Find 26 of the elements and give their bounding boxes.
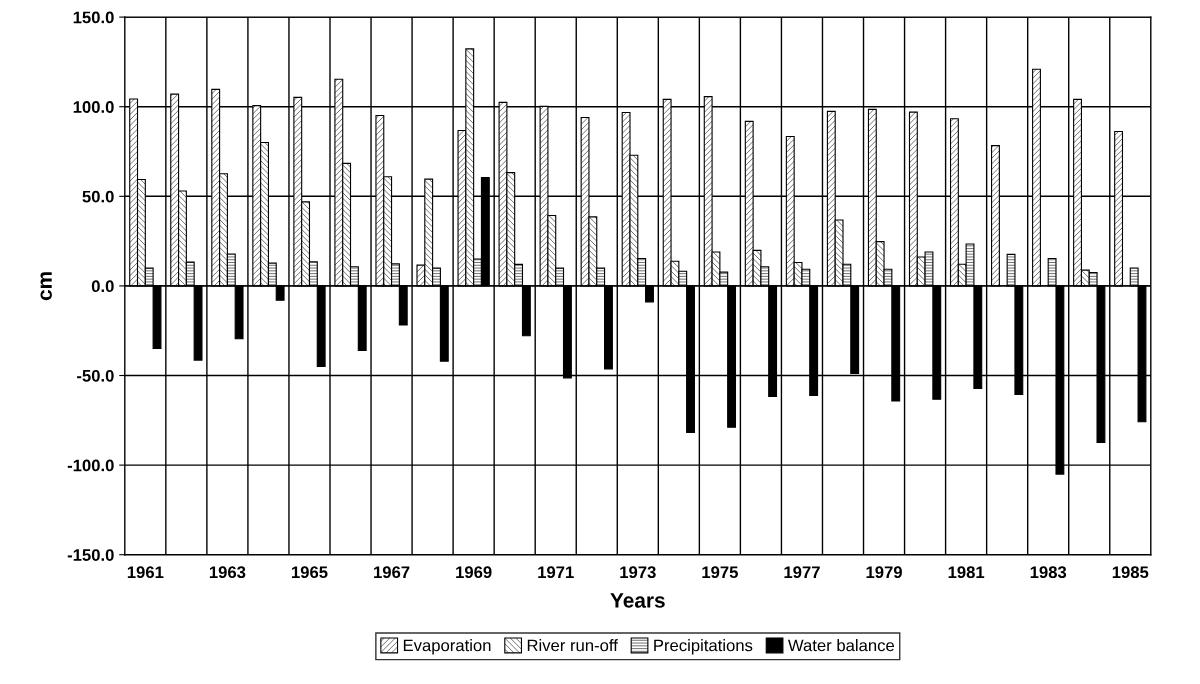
y-tick-label: -150.0 [67, 549, 114, 561]
x-tick-label: 1965 [291, 566, 328, 579]
x-tick-label: 1967 [374, 566, 410, 579]
x-tick-label: 1985 [1112, 566, 1149, 579]
y-tick-label: 100.0 [73, 101, 114, 113]
legend-label: Water balance [787, 639, 895, 652]
y-tick-label: 0.0 [91, 280, 114, 293]
legend-label: Evaporation [403, 639, 491, 655]
legend-label: River run-off [527, 639, 618, 652]
x-tick-label: 1981 [948, 566, 985, 579]
x-tick-label: 1983 [1030, 566, 1067, 579]
x-tick-label: 1977 [784, 566, 820, 579]
x-tick-label: 1961 [127, 566, 164, 579]
x-tick-label: 1979 [866, 566, 902, 579]
x-tick-label: 1975 [702, 566, 738, 579]
x-tick-label: 1963 [209, 566, 246, 579]
x-tick-label: 1971 [538, 566, 574, 579]
y-tick-label: 150.0 [73, 11, 114, 24]
legend-label: Precipitations [654, 639, 753, 655]
y-axis-title: cm [40, 272, 52, 301]
x-tick-label: 1973 [620, 566, 656, 579]
x-tick-label: 1969 [456, 566, 492, 579]
x-axis-title: Years [610, 593, 665, 608]
y-tick-label: -100.0 [67, 459, 114, 472]
y-tick-label: 50.0 [82, 190, 114, 203]
y-tick-label: -50.0 [77, 369, 114, 382]
